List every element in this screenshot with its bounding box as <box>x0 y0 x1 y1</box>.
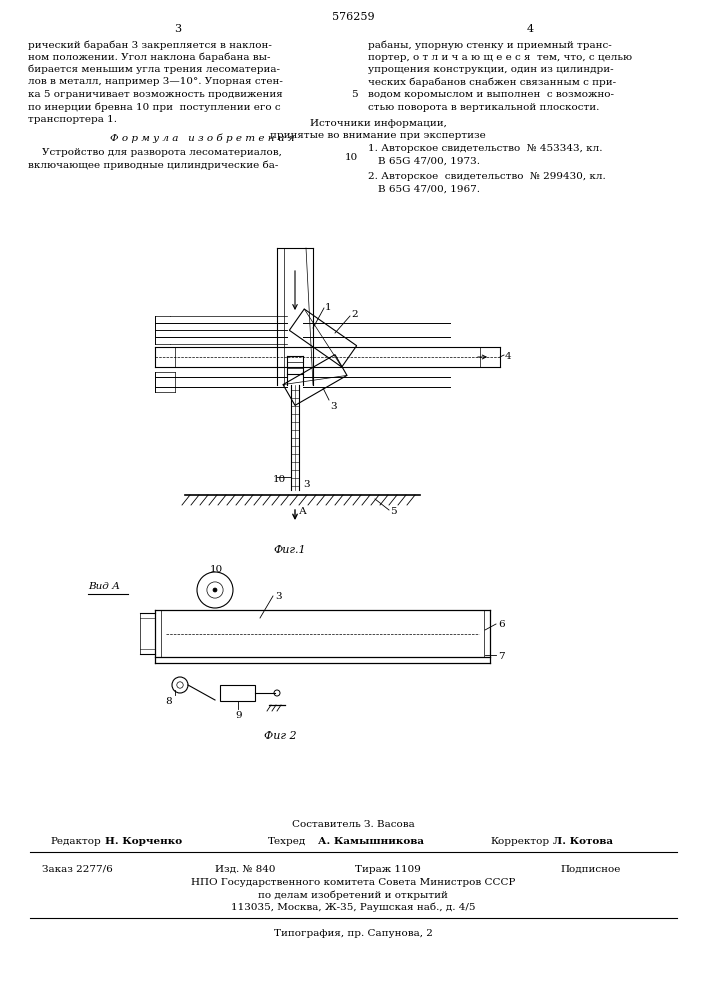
Text: В 65G 47/00, 1967.: В 65G 47/00, 1967. <box>378 184 480 194</box>
Text: 7: 7 <box>498 652 505 661</box>
Bar <box>220 685 255 701</box>
Text: ка 5 ограничивает возможность продвижения: ка 5 ограничивает возможность продвижени… <box>28 90 283 99</box>
Text: Л. Котова: Л. Котова <box>553 837 613 846</box>
Text: 2: 2 <box>351 310 358 319</box>
Text: водом коромыслом и выполнен  с возможно-: водом коромыслом и выполнен с возможно- <box>368 90 614 99</box>
Text: по делам изобретений и открытий: по делам изобретений и открытий <box>258 890 448 900</box>
Text: ческих барабанов снабжен связанным с при-: ческих барабанов снабжен связанным с при… <box>368 78 616 87</box>
Text: Корректор: Корректор <box>490 837 549 846</box>
Text: Изд. № 840: Изд. № 840 <box>215 865 276 874</box>
Text: 113035, Москва, Ж-35, Раушская наб., д. 4/5: 113035, Москва, Ж-35, Раушская наб., д. … <box>230 902 475 912</box>
Text: 4: 4 <box>527 24 534 34</box>
Text: 1: 1 <box>325 303 332 312</box>
Text: Техред: Техред <box>268 837 306 846</box>
Text: упрощения конструкции, один из цилиндри-: упрощения конструкции, один из цилиндри- <box>368 65 614 74</box>
Text: Составитель З. Васова: Составитель З. Васова <box>291 820 414 829</box>
Text: лов в металл, например 3—10°. Упорная стен-: лов в металл, например 3—10°. Упорная ст… <box>28 78 283 87</box>
Text: 4: 4 <box>505 352 512 361</box>
Text: бирается меньшим угла трения лесоматериа-: бирается меньшим угла трения лесоматериа… <box>28 65 280 75</box>
Text: Фиг 2: Фиг 2 <box>264 731 296 741</box>
Text: 8: 8 <box>165 697 172 706</box>
Text: А. Камышникова: А. Камышникова <box>318 837 424 846</box>
Text: транспортера 1.: транспортера 1. <box>28 115 117 124</box>
Text: рабаны, упорную стенку и приемный транс-: рабаны, упорную стенку и приемный транс- <box>368 40 612 49</box>
Circle shape <box>213 588 217 592</box>
Text: Н. Корченко: Н. Корченко <box>105 837 182 846</box>
Text: Вид А: Вид А <box>88 582 120 591</box>
Text: 9: 9 <box>235 711 242 720</box>
Text: 5: 5 <box>390 507 397 516</box>
Text: Подписное: Подписное <box>560 865 620 874</box>
Text: принятые во внимание при экспертизе: принятые во внимание при экспертизе <box>270 131 486 140</box>
Text: Типография, пр. Сапунова, 2: Типография, пр. Сапунова, 2 <box>274 929 433 938</box>
Text: Источники информации,: Источники информации, <box>310 119 446 128</box>
Text: 576259: 576259 <box>332 12 374 22</box>
Text: портер, о т л и ч а ю щ е е с я  тем, что, с целью: портер, о т л и ч а ю щ е е с я тем, что… <box>368 52 632 62</box>
Text: Тираж 1109: Тираж 1109 <box>355 865 421 874</box>
Text: 10: 10 <box>345 152 358 161</box>
Text: рический барабан 3 закрепляется в наклон-: рический барабан 3 закрепляется в наклон… <box>28 40 272 49</box>
Text: ном положении. Угол наклона барабана вы-: ном положении. Угол наклона барабана вы- <box>28 52 271 62</box>
Text: Заказ 2277/6: Заказ 2277/6 <box>42 865 112 874</box>
Text: по инерции бревна 10 при  поступлении его с: по инерции бревна 10 при поступлении его… <box>28 103 281 112</box>
Text: 6: 6 <box>498 620 505 629</box>
Text: 2. Авторское  свидетельство  № 299430, кл.: 2. Авторское свидетельство № 299430, кл. <box>368 172 606 181</box>
Text: 3: 3 <box>175 24 182 34</box>
Text: В 65G 47/00, 1973.: В 65G 47/00, 1973. <box>378 156 480 165</box>
Text: 3: 3 <box>330 402 337 411</box>
Text: включающее приводные цилиндрические ба-: включающее приводные цилиндрические ба- <box>28 160 279 170</box>
Text: 3: 3 <box>303 480 310 489</box>
Text: НПО Государственного комитета Совета Министров СССР: НПО Государственного комитета Совета Мин… <box>191 878 515 887</box>
Text: 1. Авторское свидетельство  № 453343, кл.: 1. Авторское свидетельство № 453343, кл. <box>368 144 602 153</box>
Text: 10: 10 <box>210 565 223 574</box>
Text: Устройство для разворота лесоматериалов,: Устройство для разворота лесоматериалов, <box>42 148 282 157</box>
Text: 5: 5 <box>351 90 358 99</box>
Text: Фиг.1: Фиг.1 <box>274 545 306 555</box>
Text: А: А <box>299 507 307 516</box>
Text: 3: 3 <box>275 592 281 601</box>
Text: Ф о р м у л а   и з о б р е т е н и я: Ф о р м у л а и з о б р е т е н и я <box>110 133 295 143</box>
Text: Редактор: Редактор <box>50 837 101 846</box>
Text: 10: 10 <box>273 475 286 484</box>
Text: стью поворота в вертикальной плоскости.: стью поворота в вертикальной плоскости. <box>368 103 600 111</box>
